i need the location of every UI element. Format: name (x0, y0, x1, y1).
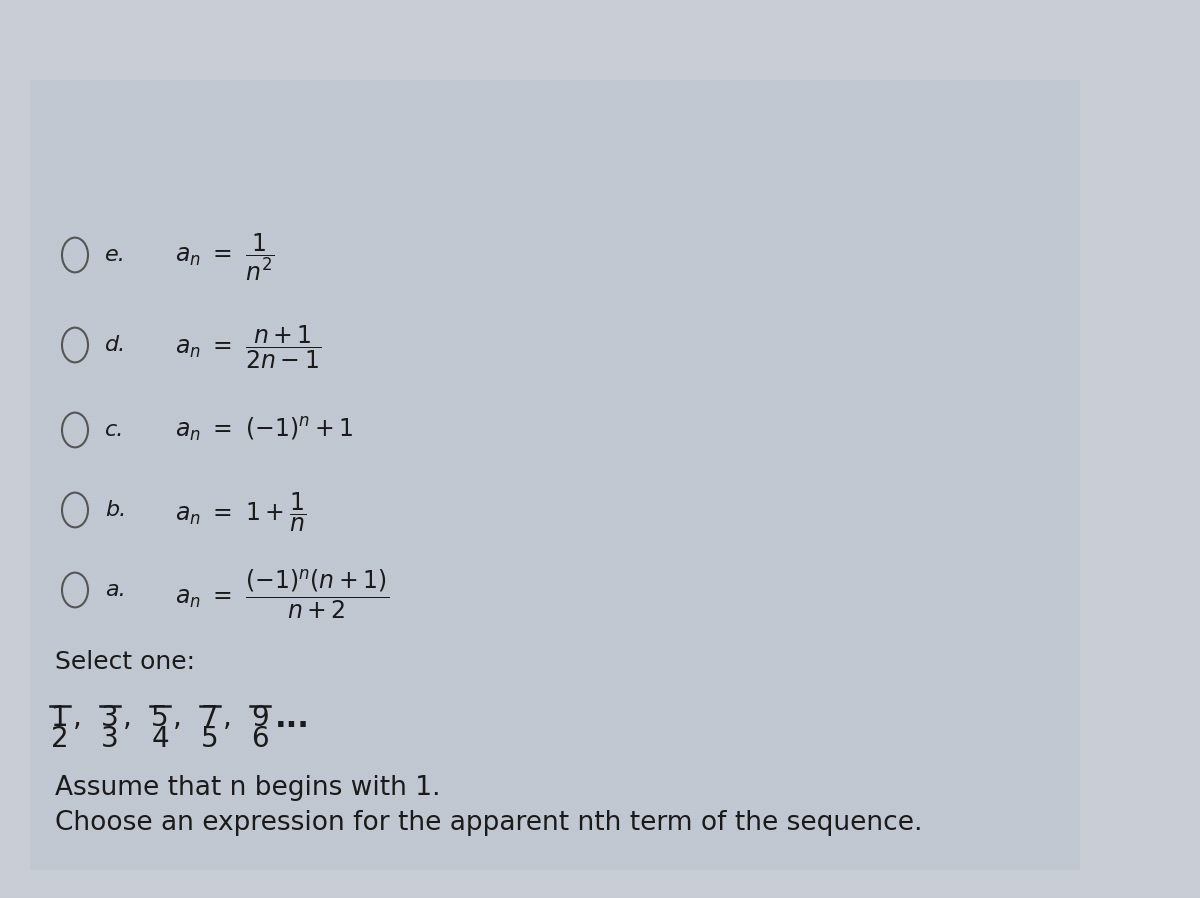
Text: 7: 7 (202, 704, 218, 732)
Text: 2: 2 (52, 725, 68, 753)
Text: 3: 3 (101, 725, 119, 753)
FancyBboxPatch shape (30, 80, 1080, 870)
Text: $a_n\ =\ \dfrac{1}{n^{2}}$: $a_n\ =\ \dfrac{1}{n^{2}}$ (175, 231, 275, 283)
Text: Choose an expression for the apparent nth term of the sequence.: Choose an expression for the apparent nt… (55, 810, 923, 836)
Text: ,: , (73, 704, 82, 732)
Text: Assume that n begins with 1.: Assume that n begins with 1. (55, 775, 440, 801)
Text: c.: c. (106, 420, 125, 440)
Text: 4: 4 (151, 725, 169, 753)
Text: ,: , (223, 704, 232, 732)
Text: 5: 5 (151, 704, 169, 732)
Text: a.: a. (106, 580, 126, 600)
Text: 3: 3 (101, 704, 119, 732)
Text: ,: , (124, 704, 132, 732)
Text: d.: d. (106, 335, 126, 355)
Text: 1: 1 (52, 704, 68, 732)
Text: $a_n\ =\ 1 + \dfrac{1}{n}$: $a_n\ =\ 1 + \dfrac{1}{n}$ (175, 490, 306, 533)
Text: 5: 5 (202, 725, 218, 753)
Text: Select one:: Select one: (55, 650, 194, 674)
Text: b.: b. (106, 500, 126, 520)
Text: ...: ... (275, 704, 310, 733)
Text: ,: , (173, 704, 182, 732)
Text: 6: 6 (251, 725, 269, 753)
Text: $a_n\ =\ (-1)^{n} + 1$: $a_n\ =\ (-1)^{n} + 1$ (175, 416, 354, 445)
Text: e.: e. (106, 245, 126, 265)
Text: $a_n\ =\ \dfrac{n+1}{2n-1}$: $a_n\ =\ \dfrac{n+1}{2n-1}$ (175, 323, 322, 371)
Text: $a_n\ =\ \dfrac{(-1)^{n}(n+1)}{n+2}$: $a_n\ =\ \dfrac{(-1)^{n}(n+1)}{n+2}$ (175, 568, 389, 621)
Text: 9: 9 (251, 704, 269, 732)
